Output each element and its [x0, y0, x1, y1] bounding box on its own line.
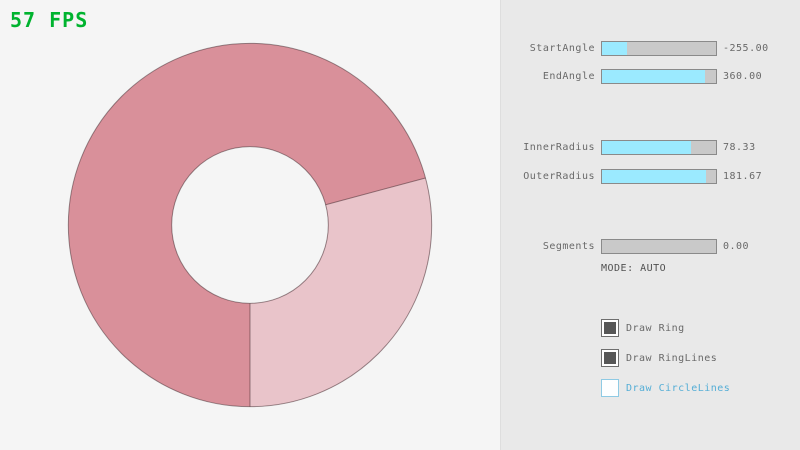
checkbox-draw-ring[interactable]: Draw Ring	[601, 318, 685, 338]
slider-fill-bar	[602, 140, 692, 154]
slider-value: 181.67	[723, 170, 763, 182]
slider-value: -255.00	[723, 42, 769, 54]
outer-radius-slider[interactable]	[601, 168, 717, 184]
slider-value: 360.00	[723, 70, 763, 82]
checkbox-box[interactable]	[601, 349, 619, 367]
slider-fill-bar	[602, 69, 705, 83]
ring-outline-lines	[67, 42, 433, 408]
slider-label: OuterRadius	[523, 170, 595, 182]
slider-row-end-angle: EndAngle 360.00	[501, 68, 800, 84]
checkbox-draw-circlelines[interactable]: Draw CircleLines	[601, 378, 730, 398]
control-panel: StartAngle -255.00 EndAngle 360.00 Inner…	[500, 0, 800, 450]
slider-value: 0.00	[723, 240, 750, 252]
slider-row-segments: Segments 0.00	[501, 238, 800, 254]
slider-value: 78.33	[723, 141, 756, 153]
start-angle-slider[interactable]	[601, 40, 717, 56]
checkbox-label: Draw Ring	[626, 322, 685, 334]
slider-row-inner-radius: InnerRadius 78.33	[501, 139, 800, 155]
slider-fill-bar	[602, 169, 706, 183]
ring-light-sector	[250, 177, 432, 407]
fps-counter: 57 FPS	[10, 8, 89, 32]
checkbox-box[interactable]	[601, 319, 619, 337]
slider-label: EndAngle	[542, 70, 595, 82]
slider-fill-bar	[602, 41, 627, 55]
slider-label: Segments	[542, 240, 595, 252]
slider-label: InnerRadius	[523, 141, 595, 153]
segments-slider[interactable]	[601, 238, 717, 254]
slider-row-start-angle: StartAngle -255.00	[501, 40, 800, 56]
checkbox-label: Draw CircleLines	[626, 382, 731, 394]
end-angle-slider[interactable]	[601, 68, 717, 84]
ring-canvas	[67, 42, 433, 408]
checkbox-label: Draw RingLines	[626, 352, 718, 364]
checkbox-box[interactable]	[601, 379, 619, 397]
slider-row-outer-radius: OuterRadius 181.67	[501, 168, 800, 184]
mode-label: MODE: AUTO	[601, 263, 667, 274]
slider-label: StartAngle	[529, 42, 595, 54]
inner-radius-slider[interactable]	[601, 139, 717, 155]
checkbox-draw-ringlines[interactable]: Draw RingLines	[601, 348, 717, 368]
